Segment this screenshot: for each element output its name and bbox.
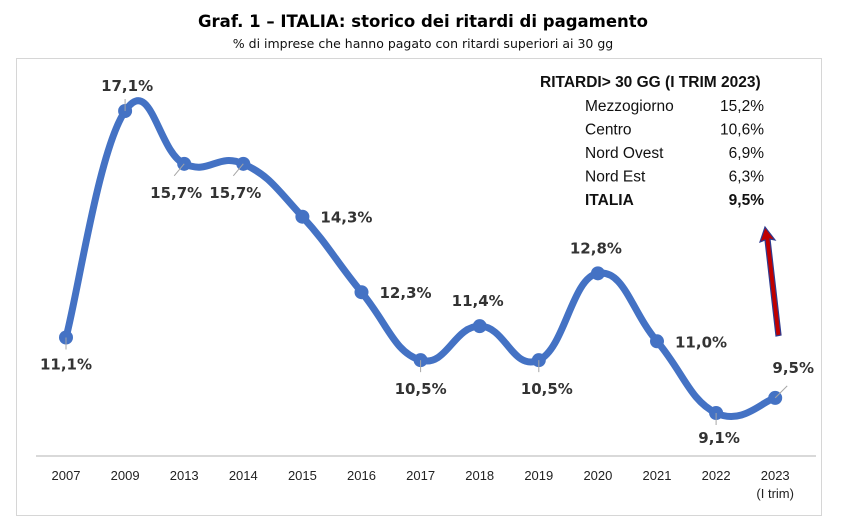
data-label: 12,3%	[380, 284, 432, 302]
data-label: 15,7%	[150, 184, 202, 202]
data-label: 14,3%	[320, 209, 372, 227]
x-tick-label: 2013	[170, 468, 199, 483]
annotation-value: 6,9%	[729, 145, 765, 162]
annotation-title: RITARDI> 30 GG (I TRIM 2023)	[540, 74, 761, 91]
series-line	[62, 97, 779, 420]
data-label: 10,5%	[521, 380, 573, 398]
label-leader-line	[232, 163, 244, 177]
x-tick-label: 2016	[347, 468, 376, 483]
annotation-area: Centro	[585, 122, 632, 139]
trend-arrow-shape	[759, 225, 782, 337]
annotation-rows: Mezzogiorno 15,2% Centro 10,6% Nord Ovest 6,9…	[585, 98, 764, 209]
data-point	[590, 266, 605, 281]
x-tick-label: 2018	[465, 468, 494, 483]
data-label: 11,4%	[452, 292, 504, 310]
data-label: 10,5%	[395, 380, 447, 398]
x-tick-label: 2023	[761, 468, 790, 483]
x-tick-label: 2007	[52, 468, 81, 483]
x-tick-sublabel: (I trim)	[756, 486, 794, 501]
x-axis-ticks: 2007 2009 2013 2014 2015 2016 2017 2018 2019 2020…	[52, 468, 794, 501]
x-tick-label: 2019	[524, 468, 553, 483]
annotation-value: 9,5%	[729, 192, 765, 209]
annotation-area: Mezzogiorno	[585, 98, 674, 115]
data-label: 11,0%	[675, 333, 727, 351]
data-label: 9,5%	[772, 359, 814, 377]
annotation-area: Nord Ovest	[585, 145, 664, 162]
data-label: 11,1%	[40, 356, 92, 374]
label-leader-line	[774, 385, 788, 399]
chart-subtitle: % di imprese che hanno pagato con ritard…	[232, 36, 614, 51]
data-point	[472, 319, 487, 334]
chart-frame	[16, 58, 822, 516]
data-label: 9,1%	[698, 429, 740, 447]
x-tick-label: 2009	[111, 468, 140, 483]
x-tick-label: 2017	[406, 468, 435, 483]
chart-title: Graf. 1 – ITALIA: storico dei ritardi di…	[198, 12, 648, 31]
annotation-value: 10,6%	[720, 122, 764, 139]
data-point	[650, 334, 664, 349]
label-leader-line	[173, 163, 185, 177]
x-tick-label: 2020	[583, 468, 612, 483]
x-tick-label: 2021	[643, 468, 672, 483]
data-point	[295, 209, 310, 224]
x-tick-label: 2022	[702, 468, 731, 483]
annotation-value: 15,2%	[720, 98, 764, 115]
annotation-area: Nord Est	[585, 169, 646, 186]
x-tick-label: 2015	[288, 468, 317, 483]
data-label: 12,8%	[570, 239, 622, 257]
data-label: 15,7%	[209, 184, 261, 202]
annotation-area: ITALIA	[585, 192, 634, 209]
data-label: 17,1%	[101, 77, 153, 95]
data-point	[354, 285, 369, 300]
annotation-box: RITARDI> 30 GG (I TRIM 2023) Mezzogiorno…	[540, 74, 764, 209]
trend-arrow-icon	[759, 225, 782, 337]
data-labels: 11,1% 17,1% 15,7% 15,7% 14,3% 12,3% 10,5% 11,4%…	[40, 77, 814, 447]
annotation-value: 6,3%	[729, 169, 765, 186]
x-tick-label: 2014	[229, 468, 258, 483]
